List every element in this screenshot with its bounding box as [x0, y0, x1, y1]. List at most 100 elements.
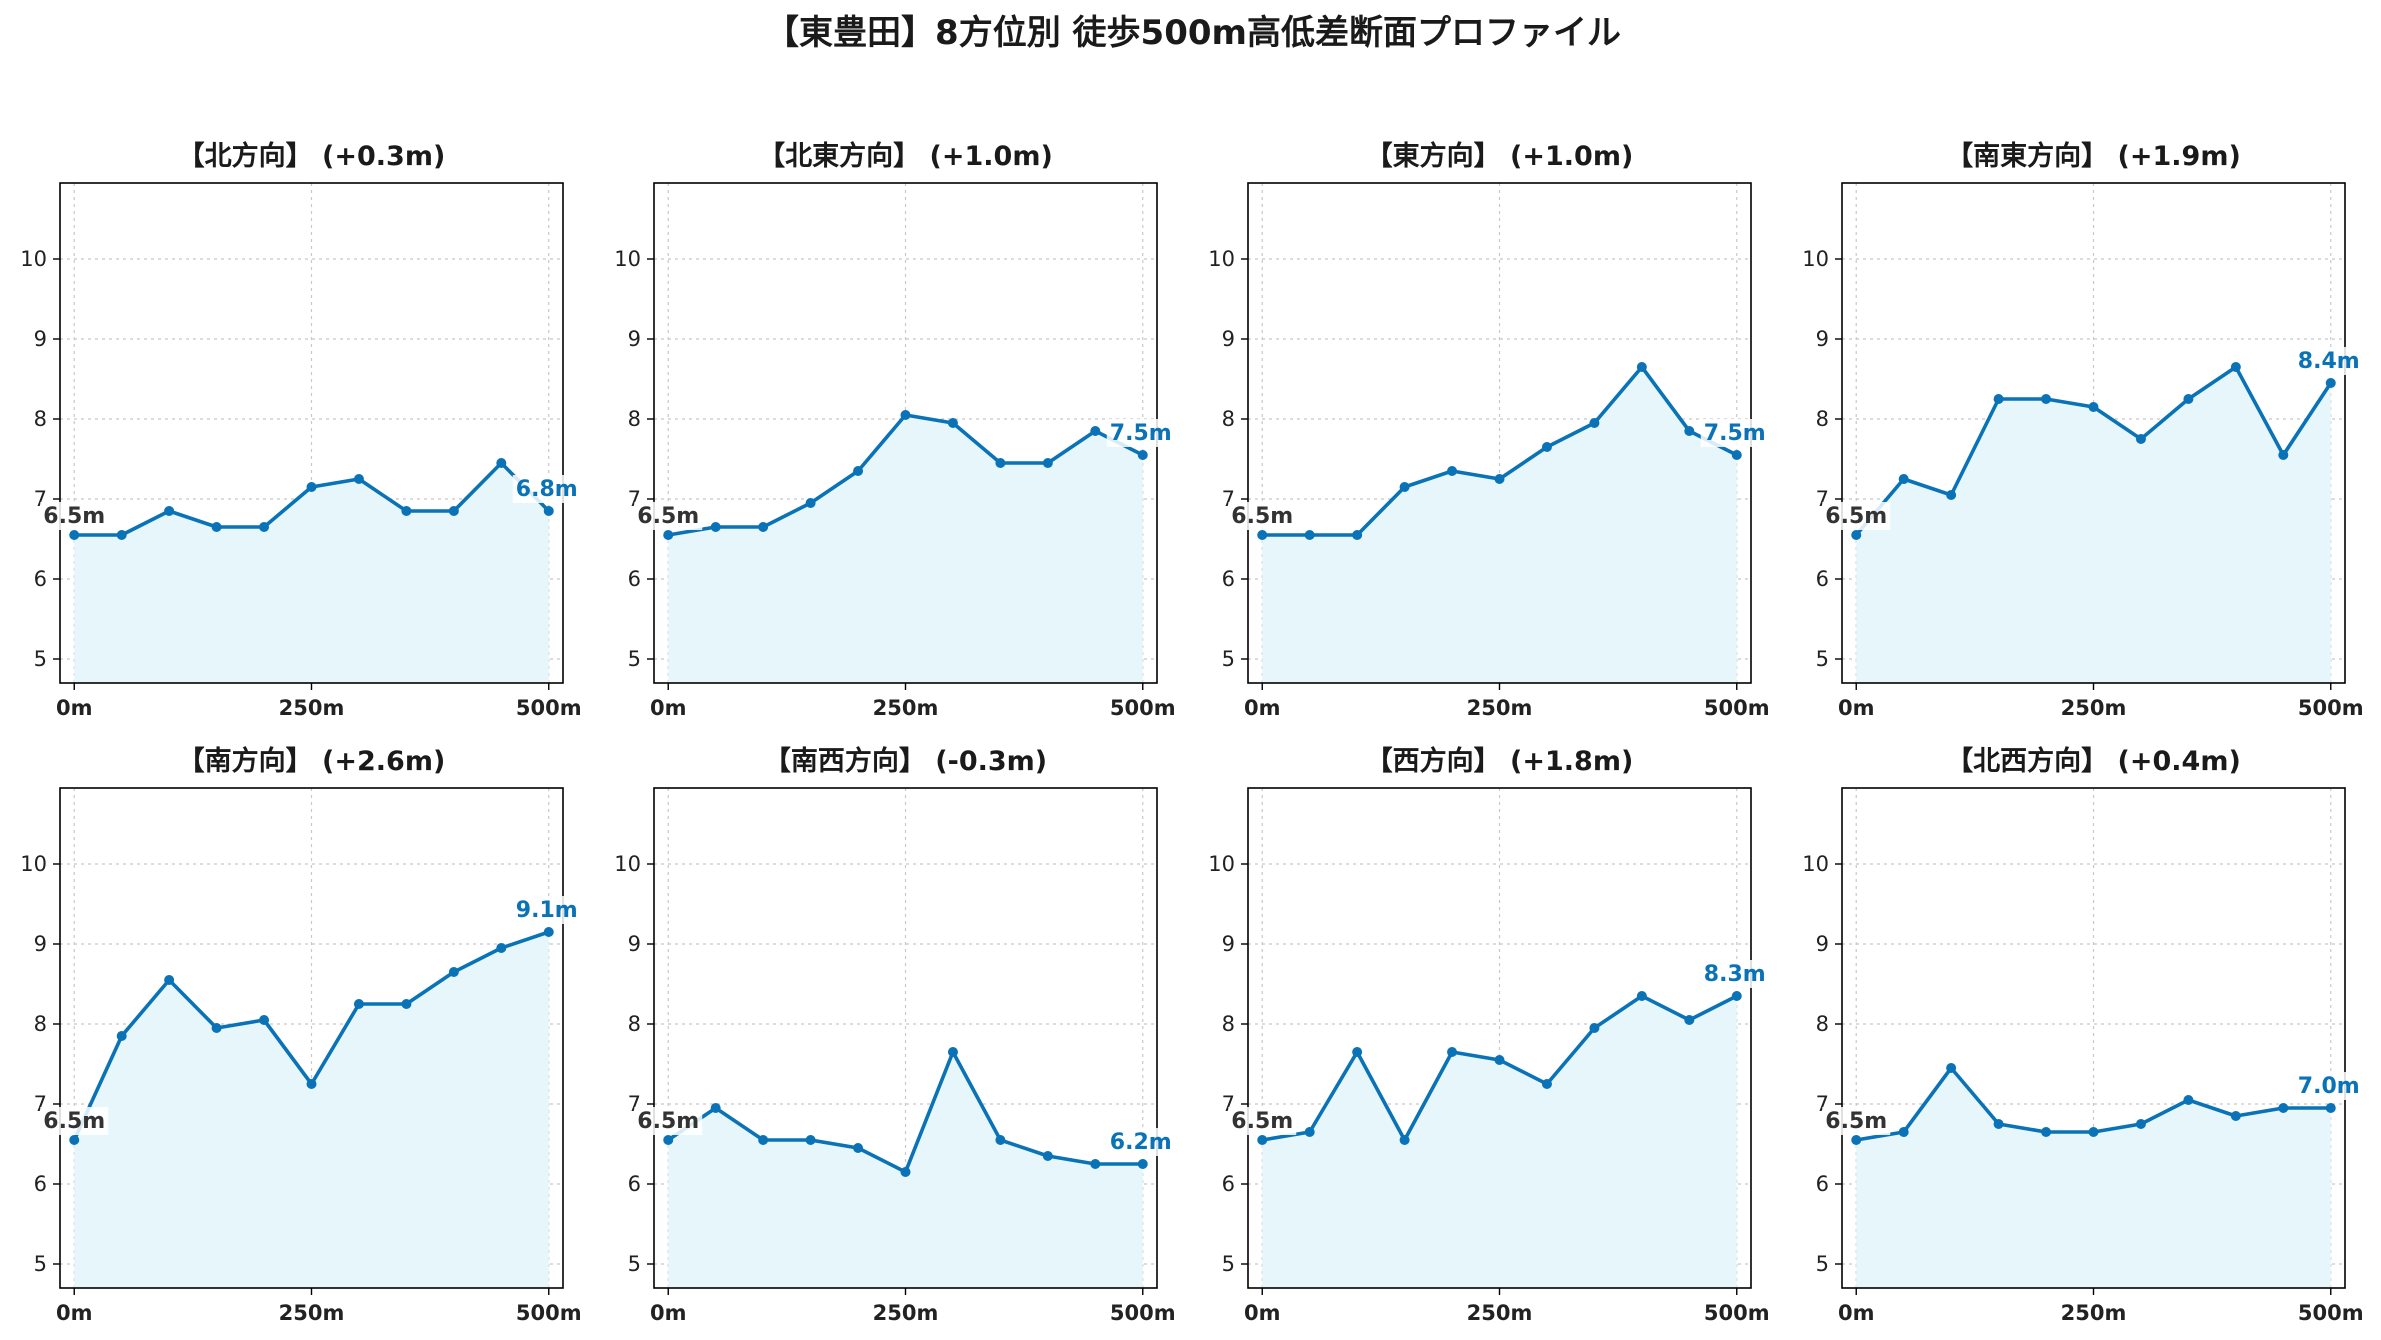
data-point	[448, 506, 459, 516]
x-tick-label: 250m	[1467, 696, 1533, 720]
y-tick-label: 6	[1816, 567, 1829, 591]
data-point	[758, 522, 769, 532]
y-tick-label: 8	[1816, 1012, 1829, 1036]
y-tick-label: 9	[1222, 327, 1235, 351]
data-point	[543, 506, 554, 516]
x-tick-label: 500m	[1110, 1301, 1176, 1325]
data-point	[2325, 1103, 2336, 1113]
start-elevation-label: 6.5m	[43, 1109, 105, 1134]
data-point	[306, 1079, 317, 1089]
data-point	[1684, 426, 1695, 436]
start-label-bg	[1228, 1107, 1297, 1135]
x-tick-label: 500m	[1704, 696, 1770, 720]
data-point	[710, 1103, 721, 1113]
data-point	[995, 1135, 1006, 1145]
data-point	[1541, 1079, 1552, 1089]
x-tick-label: 0m	[56, 696, 93, 720]
data-point	[543, 927, 554, 937]
chart-title: 【東方向】 (+1.0m)	[1366, 140, 1634, 172]
y-tick-label: 6	[34, 567, 47, 591]
data-point	[1137, 1159, 1148, 1169]
data-point	[1304, 1127, 1315, 1137]
data-point	[1993, 1119, 2004, 1129]
data-point	[2325, 378, 2336, 388]
y-tick-label: 10	[1802, 247, 1829, 271]
end-elevation-label: 8.4m	[2298, 349, 2360, 374]
data-point	[1541, 442, 1552, 452]
start-label-bg	[40, 1107, 109, 1135]
x-tick-label: 500m	[2298, 1301, 2364, 1325]
y-tick-label: 10	[1208, 852, 1235, 876]
start-label-bg	[634, 1107, 703, 1135]
data-point	[1447, 1047, 1458, 1057]
data-point	[2278, 1103, 2289, 1113]
data-point	[1447, 466, 1458, 476]
y-tick-label: 9	[628, 327, 641, 351]
end-label-bg	[512, 475, 581, 503]
x-tick-label: 250m	[873, 696, 939, 720]
start-label-bg	[634, 502, 703, 530]
data-point	[1946, 1063, 1957, 1073]
end-elevation-label: 9.1m	[516, 898, 578, 923]
end-label-bg	[1106, 419, 1175, 447]
start-elevation-label: 6.5m	[1231, 1109, 1293, 1134]
chart-title: 【南方向】 (+2.6m)	[178, 745, 446, 777]
y-tick-label: 9	[34, 932, 47, 956]
start-label-bg	[1228, 502, 1297, 530]
start-elevation-label: 6.5m	[1231, 504, 1293, 529]
data-point	[1731, 450, 1742, 460]
x-tick-label: 250m	[2061, 1301, 2127, 1325]
data-point	[1494, 1055, 1505, 1065]
y-tick-label: 5	[1222, 647, 1235, 671]
y-tick-label: 5	[1816, 1252, 1829, 1276]
data-point	[211, 1023, 222, 1033]
data-point	[259, 1015, 270, 1025]
y-tick-label: 8	[1222, 407, 1235, 431]
area-fill	[668, 1052, 1143, 1288]
data-point	[306, 482, 317, 492]
data-point	[1090, 1159, 1101, 1169]
x-tick-label: 0m	[1244, 1301, 1281, 1325]
x-tick-label: 500m	[516, 696, 582, 720]
data-point	[1399, 1135, 1410, 1145]
x-tick-label: 250m	[873, 1301, 939, 1325]
data-point	[1636, 991, 1647, 1001]
y-tick-label: 9	[34, 327, 47, 351]
x-tick-label: 0m	[1244, 696, 1281, 720]
area-fill	[668, 415, 1143, 683]
data-point	[2135, 1119, 2146, 1129]
x-tick-label: 0m	[56, 1301, 93, 1325]
data-point	[1304, 530, 1315, 540]
data-point	[164, 506, 175, 516]
area-fill	[1856, 367, 2331, 683]
y-tick-label: 5	[628, 647, 641, 671]
y-tick-label: 6	[1816, 1172, 1829, 1196]
data-point	[1352, 1047, 1363, 1057]
x-tick-label: 0m	[650, 1301, 687, 1325]
area-fill	[1856, 1068, 2331, 1288]
start-label-bg	[40, 502, 109, 530]
y-tick-label: 5	[34, 647, 47, 671]
data-point	[448, 967, 459, 977]
y-tick-label: 8	[34, 407, 47, 431]
y-tick-label: 9	[1816, 327, 1829, 351]
data-point	[259, 522, 270, 532]
data-point	[353, 474, 364, 484]
data-point	[805, 1135, 816, 1145]
data-point	[2183, 394, 2194, 404]
end-label-bg	[512, 896, 581, 924]
y-tick-label: 6	[34, 1172, 47, 1196]
y-tick-label: 10	[614, 852, 641, 876]
data-point	[69, 1135, 80, 1145]
y-tick-label: 9	[628, 932, 641, 956]
chart-title: 【北方向】 (+0.3m)	[178, 140, 446, 172]
y-tick-label: 6	[628, 1172, 641, 1196]
y-tick-label: 9	[1816, 932, 1829, 956]
start-elevation-label: 6.5m	[1825, 1109, 1887, 1134]
area-fill	[1262, 367, 1737, 683]
